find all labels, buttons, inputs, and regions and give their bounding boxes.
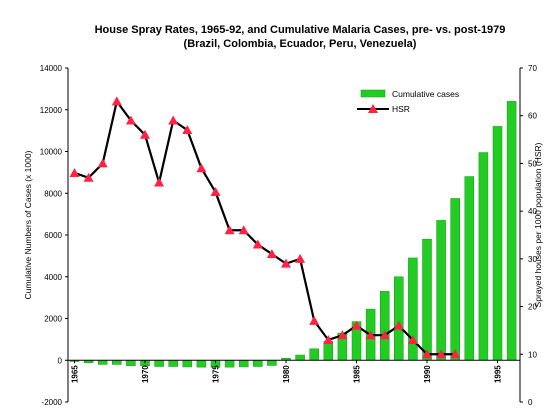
bar	[422, 238, 432, 361]
y-tick-label-left: 0	[58, 356, 63, 365]
y-tick-label-right: 60	[528, 112, 537, 121]
hsr-point	[252, 239, 263, 249]
hsr-point	[393, 320, 404, 330]
hsr-point	[125, 115, 136, 125]
hsr-point	[365, 330, 376, 340]
bar	[267, 360, 277, 366]
hsr-point	[69, 167, 80, 177]
hsr-line	[74, 100, 456, 356]
hsr-point	[436, 349, 447, 359]
legend: Cumulative cases HSR	[357, 89, 459, 114]
hsr-point	[238, 225, 249, 235]
hsr-point	[97, 158, 108, 168]
bar	[168, 360, 178, 367]
bar	[196, 360, 207, 368]
y-tick-label-left: 8000	[44, 189, 62, 198]
x-tick-label: 1990	[423, 365, 432, 383]
bar	[238, 360, 249, 368]
bar	[506, 101, 517, 361]
y-tick-label-right: 70	[528, 64, 537, 73]
x-tick-label: 1985	[353, 365, 362, 383]
y-tick-label-left: 6000	[44, 231, 62, 240]
line-series-hsr	[69, 96, 461, 359]
x-tick-label: 1995	[494, 365, 503, 383]
bar	[154, 360, 164, 367]
bar	[126, 360, 136, 366]
bar	[295, 354, 305, 361]
hsr-point	[422, 349, 432, 359]
bar	[379, 291, 390, 361]
hsr-point	[295, 253, 306, 263]
hsr-point	[337, 330, 348, 340]
y-tick-label-right: 50	[528, 159, 537, 168]
bar-series-cumulative-cases	[69, 101, 517, 368]
y-tick-label-right: 0	[528, 398, 533, 407]
hsr-point	[450, 349, 461, 359]
bar	[394, 276, 404, 361]
y-tick-label-right: 10	[528, 350, 537, 359]
x-tick-label: 1980	[282, 365, 291, 383]
hsr-point	[309, 315, 320, 325]
hsr-point	[182, 125, 193, 135]
legend-label-cumulative-cases: Cumulative cases	[392, 89, 459, 99]
bar	[97, 360, 108, 365]
hsr-point	[140, 129, 150, 139]
bar	[464, 176, 475, 361]
bar	[492, 126, 503, 361]
x-tick-label: 1970	[141, 365, 150, 383]
legend-label-hsr: HSR	[392, 104, 410, 114]
bar	[478, 152, 489, 361]
hsr-point	[210, 187, 221, 197]
y-tick-label-left: 12000	[40, 106, 63, 115]
legend-marker-hsr	[368, 104, 378, 113]
hsr-point	[168, 115, 179, 125]
bar	[323, 341, 334, 361]
chart-title: House Spray Rates, 1965-92, and Cumulati…	[95, 24, 506, 36]
y-tick-label-left: 10000	[40, 148, 63, 157]
bar	[450, 198, 460, 361]
hsr-point	[407, 334, 418, 344]
bar	[224, 360, 235, 368]
y-tick-label-right: 30	[528, 255, 537, 264]
hsr-point	[83, 172, 94, 182]
bar	[182, 360, 193, 368]
bar	[408, 257, 418, 361]
x-tick-label: 1975	[212, 365, 221, 383]
y-tick-label-left: -2000	[42, 398, 63, 407]
y-tick-label-right: 20	[528, 303, 537, 312]
y-axis-label-left: Cumulative Numbers of Cases (x 1000)	[23, 150, 33, 299]
y-tick-label-left: 2000	[44, 315, 62, 324]
y-axis-label-right: Sprayed houses per 1000 population (HSR)	[533, 142, 543, 307]
y-tick-label-left: 14000	[40, 64, 63, 73]
hsr-point	[196, 163, 207, 173]
x-tick-label: 1965	[71, 365, 80, 383]
bar	[309, 348, 319, 361]
hsr-point	[323, 334, 334, 344]
bar	[253, 360, 263, 367]
y-tick-label-left: 4000	[44, 273, 62, 282]
hsr-point	[351, 320, 362, 330]
hsr-point	[379, 330, 390, 340]
bar	[112, 360, 122, 365]
hsr-point	[266, 249, 277, 259]
chart-subtitle: (Brazil, Colombia, Ecuador, Peru, Venezu…	[184, 38, 417, 50]
axes: -2000 0 2000 4000 6000 8000 10000 12000 14000 0 10…	[40, 64, 538, 407]
hsr-point	[224, 225, 235, 235]
y-tick-label-right: 40	[528, 207, 537, 216]
legend-swatch-cumulative-cases	[360, 89, 386, 98]
hsr-point	[154, 177, 165, 187]
hsr-point	[281, 258, 291, 268]
hsr-point	[111, 96, 122, 106]
bar	[436, 220, 446, 361]
